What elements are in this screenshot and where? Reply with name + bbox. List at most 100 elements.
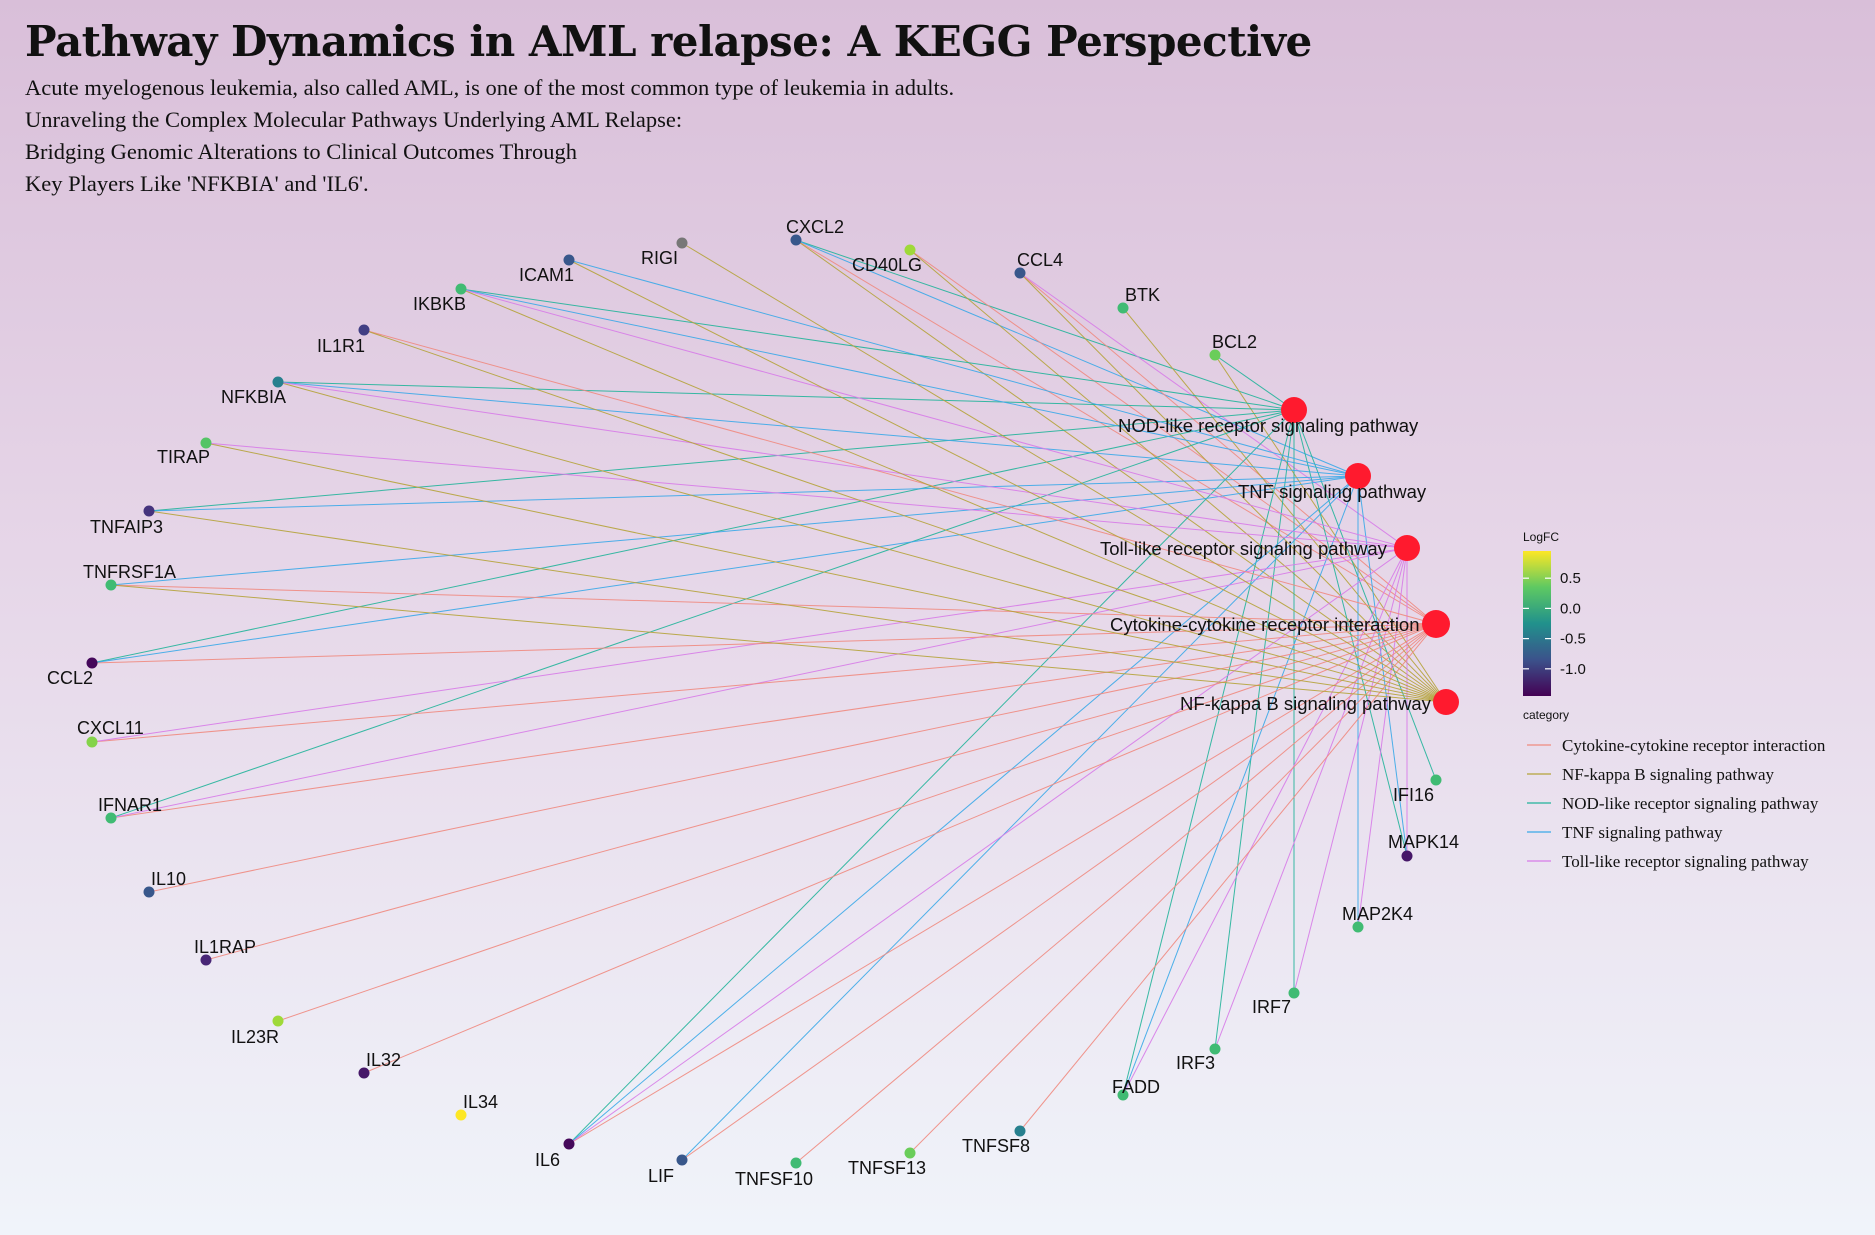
hub-node-tlr[interactable] [1394, 535, 1420, 561]
gene-node-ifnar1[interactable] [105, 812, 117, 824]
logfc-tick-label: -1.0 [1560, 661, 1586, 678]
edge-il6-tnf [568, 475, 1359, 1145]
gene-node-irf7[interactable] [1288, 987, 1300, 999]
gene-node-tnfaip3[interactable] [143, 505, 155, 517]
edge-fadd-nod [1122, 409, 1295, 1096]
logfc-ticks: 0.5 0.0 -0.5 -1.0 [1523, 570, 1586, 678]
edge-nfkbia-tlr [277, 381, 1408, 549]
edge-il23r-cyt [277, 623, 1437, 1022]
edge-ikbkb-nod [460, 288, 1295, 411]
edge-tirap-nfkb [205, 442, 1447, 703]
hub-node-cyt[interactable] [1422, 610, 1450, 638]
edge-map2k4-tlr [1357, 547, 1408, 928]
gene-node-ifi16[interactable] [1430, 774, 1442, 786]
gene-node-il1rap[interactable] [200, 954, 212, 966]
gene-label-tnfrsf1a: TNFRSF1A [83, 562, 176, 582]
gene-label-il23r: IL23R [231, 1027, 279, 1047]
edge-ikbkb-tlr [460, 288, 1408, 549]
gene-node-il6[interactable] [563, 1138, 575, 1150]
gene-node-icam1[interactable] [563, 254, 575, 266]
edge-il6-nod [568, 409, 1295, 1145]
gene-node-ikbkb[interactable] [455, 283, 467, 295]
hub-label-tnf: TNF signaling pathway [1238, 481, 1427, 502]
hubs-layer: NOD-like receptor signaling pathway TNF s… [1100, 397, 1459, 715]
gene-label-ccl4: CCL4 [1017, 250, 1063, 270]
gene-label-il10: IL10 [151, 869, 186, 889]
edge-fadd-tnf [1122, 475, 1359, 1096]
gene-node-cd40lg[interactable] [904, 244, 916, 256]
edge-ifi16-nod [1293, 409, 1437, 781]
gene-node-map2k4[interactable] [1352, 921, 1364, 933]
gene-node-cxcl11[interactable] [86, 736, 98, 748]
subtitle-line: Acute myelogenous leukemia, also called … [25, 75, 955, 100]
gene-label-irf7: IRF7 [1252, 997, 1291, 1017]
gene-node-il23r[interactable] [272, 1015, 284, 1027]
gene-node-il32[interactable] [358, 1067, 370, 1079]
gene-node-tnfsf10[interactable] [790, 1157, 802, 1169]
edge-ikbkb-nfkb [460, 288, 1447, 703]
gene-node-tnfrsf1a[interactable] [105, 579, 117, 591]
edge-il1r1-cyt [363, 329, 1437, 625]
edge-rigi-nfkb [681, 242, 1447, 703]
header: Pathway Dynamics in AML relapse: A KEGG … [25, 14, 1312, 200]
edge-tnfrsf1a-cyt [110, 584, 1437, 625]
gene-node-tnfsf8[interactable] [1014, 1125, 1026, 1137]
category-legend-label: NOD-like receptor signaling pathway [1562, 794, 1819, 813]
gene-label-lif: LIF [648, 1166, 674, 1186]
gene-node-ccl4[interactable] [1014, 267, 1026, 279]
gene-label-ifi16: IFI16 [1393, 785, 1434, 805]
gene-label-irf3: IRF3 [1176, 1053, 1215, 1073]
gene-node-il34[interactable] [455, 1109, 467, 1121]
gene-node-tnfsf13[interactable] [904, 1147, 916, 1159]
edge-lif-tnf [681, 475, 1359, 1161]
gene-label-btk: BTK [1125, 285, 1160, 305]
gene-node-fadd[interactable] [1117, 1089, 1129, 1101]
gene-label-il34: IL34 [463, 1092, 498, 1112]
subtitle: Acute myelogenous leukemia, also called … [25, 72, 1312, 200]
hub-node-nfkb[interactable] [1433, 689, 1459, 715]
gene-label-tnfsf8: TNFSF8 [962, 1136, 1030, 1156]
gene-label-fadd: FADD [1112, 1077, 1160, 1097]
gene-label-mapk14: MAPK14 [1388, 832, 1459, 852]
logfc-tick-label: -0.5 [1560, 631, 1586, 648]
gene-node-lif[interactable] [676, 1154, 688, 1166]
gene-node-mapk14[interactable] [1401, 850, 1413, 862]
gene-node-cxcl2[interactable] [790, 234, 802, 246]
gene-label-tirap: TIRAP [157, 447, 210, 467]
edge-cxcl11-cyt [91, 623, 1437, 743]
edge-irf3-nod [1214, 409, 1295, 1050]
category-legend-label: TNF signaling pathway [1562, 823, 1723, 842]
edge-cxcl2-nod [795, 239, 1295, 411]
edge-bcl2-nod [1214, 354, 1295, 411]
gene-label-cxcl2: CXCL2 [786, 217, 844, 237]
gene-node-rigi[interactable] [676, 237, 688, 249]
gene-label-map2k4: MAP2K4 [1342, 904, 1413, 924]
edge-nfkbia-tnf [277, 381, 1359, 477]
gene-node-il10[interactable] [143, 886, 155, 898]
category-legend-label: Cytokine-cytokine receptor interaction [1562, 736, 1826, 755]
gene-label-tnfsf13: TNFSF13 [848, 1158, 926, 1178]
gene-node-il1r1[interactable] [358, 324, 370, 336]
gene-node-btk[interactable] [1117, 302, 1129, 314]
logfc-tick-label: 0.0 [1560, 600, 1581, 617]
gene-label-ikbkb: IKBKB [413, 294, 466, 314]
gene-node-ccl2[interactable] [86, 657, 98, 669]
edge-tnfrsf1a-nfkb [110, 584, 1447, 703]
hub-node-nod[interactable] [1281, 397, 1307, 423]
gene-label-bcl2: BCL2 [1212, 332, 1257, 352]
hub-node-tnf[interactable] [1345, 463, 1371, 489]
gene-node-nfkbia[interactable] [272, 376, 284, 388]
gene-label-cxcl11: CXCL11 [77, 718, 144, 738]
logfc-colorbar [1523, 551, 1551, 696]
gene-node-irf3[interactable] [1209, 1043, 1221, 1055]
edge-tnfsf13-cyt [909, 623, 1437, 1154]
hub-label-tlr: Toll-like receptor signaling pathway [1100, 538, 1388, 559]
gene-node-bcl2[interactable] [1209, 349, 1221, 361]
edge-ifnar1-cyt [110, 623, 1437, 819]
gene-node-tirap[interactable] [200, 437, 212, 449]
category-legend: Cytokine-cytokine receptor interaction NF… [1527, 736, 1826, 871]
gene-label-ccl2: CCL2 [47, 668, 93, 688]
gene-label-il32: IL32 [366, 1050, 401, 1070]
edge-ccl2-tnf [91, 475, 1359, 664]
